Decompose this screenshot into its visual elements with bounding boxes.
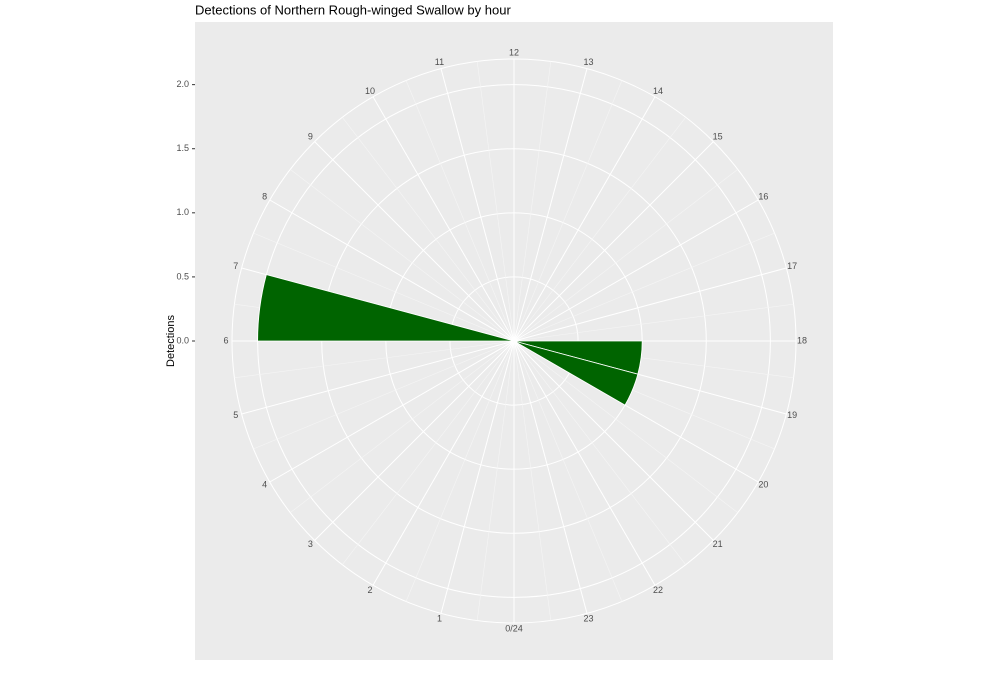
angle-label: 19	[787, 410, 797, 420]
angle-label: 21	[713, 539, 723, 549]
minor-spoke	[513, 340, 552, 621]
angle-label: 14	[653, 86, 663, 96]
spoke	[440, 68, 515, 342]
angle-label: 23	[584, 614, 594, 624]
minor-spoke	[513, 80, 623, 342]
spoke	[513, 68, 588, 342]
spoke	[513, 340, 588, 614]
minor-spoke	[513, 169, 738, 342]
angle-label: 22	[653, 585, 663, 595]
y-tick-label: 2.0	[176, 79, 189, 89]
angle-label: 17	[787, 261, 797, 271]
spoke	[513, 199, 759, 342]
angle-label: 11	[435, 57, 444, 67]
minor-spoke	[513, 340, 623, 602]
y-axis-title: Detections	[165, 315, 177, 367]
spoke	[372, 340, 515, 586]
spoke	[314, 141, 515, 342]
minor-spoke	[234, 340, 515, 379]
y-tick-label: 1.5	[176, 143, 189, 153]
minor-spoke	[405, 340, 515, 602]
angle-label: 15	[713, 132, 723, 142]
chart-title: Detections of Northern Rough-winged Swal…	[195, 2, 511, 17]
minor-spoke	[342, 340, 515, 565]
minor-spoke	[342, 117, 515, 342]
spoke	[513, 96, 656, 342]
minor-spoke	[513, 232, 775, 342]
minor-spoke	[513, 340, 738, 513]
y-tick-label: 1.0	[176, 207, 189, 217]
minor-spoke	[513, 340, 686, 565]
angle-label: 0/24	[505, 623, 523, 633]
angle-label: 12	[509, 47, 519, 57]
angle-label: 7	[233, 261, 238, 271]
minor-spoke	[253, 340, 515, 450]
angle-label: 9	[308, 132, 313, 142]
minor-spoke	[513, 61, 552, 342]
minor-spoke	[476, 340, 515, 621]
minor-spoke	[513, 303, 794, 342]
minor-spoke	[290, 340, 515, 513]
spoke	[241, 340, 515, 415]
angle-label: 10	[365, 86, 375, 96]
spoke	[440, 340, 515, 614]
angle-label: 6	[223, 335, 228, 345]
y-tick-label: 0.5	[176, 271, 189, 281]
spoke	[513, 267, 787, 342]
minor-spoke	[513, 117, 686, 342]
minor-spoke	[253, 232, 515, 342]
minor-spoke	[405, 80, 515, 342]
angle-label: 5	[233, 410, 238, 420]
spoke	[269, 340, 515, 483]
spoke	[513, 141, 714, 342]
spoke	[269, 199, 515, 342]
angle-label: 1	[437, 614, 442, 624]
angle-label: 13	[584, 57, 594, 67]
spoke	[372, 96, 515, 342]
spoke	[513, 340, 714, 541]
angle-label: 20	[758, 479, 768, 489]
spoke	[314, 340, 515, 541]
minor-spoke	[290, 169, 515, 342]
angle-label: 4	[262, 479, 267, 489]
angle-label: 3	[308, 539, 313, 549]
bar	[257, 274, 515, 342]
y-tick-label: 0.0	[176, 335, 189, 345]
angle-label: 8	[262, 191, 267, 201]
angle-label: 16	[758, 191, 768, 201]
angle-label: 2	[367, 585, 372, 595]
angle-label: 18	[797, 335, 807, 345]
bar	[513, 340, 639, 406]
spoke	[513, 340, 656, 586]
minor-spoke	[476, 61, 515, 342]
